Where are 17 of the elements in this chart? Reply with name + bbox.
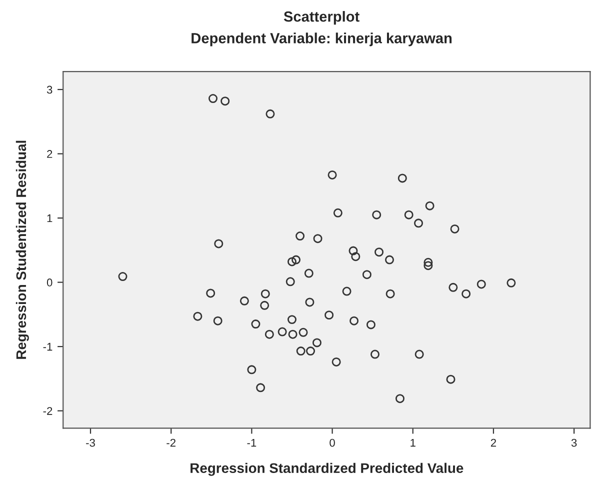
y-tick-label: -1 xyxy=(43,342,52,351)
chart-title: Scatterplot xyxy=(284,11,360,25)
chart-subtitle: Dependent Variable: kinerja karyawan xyxy=(192,32,452,46)
x-tick-label: -1 xyxy=(247,438,256,447)
y-tick-label: 1 xyxy=(47,214,52,222)
y-axis-title: Regression Studentized Residual xyxy=(16,140,29,359)
y-tick-label: 2 xyxy=(47,150,52,158)
y-tick-label: 0 xyxy=(46,278,52,286)
x-tick-label: 2 xyxy=(490,438,496,447)
x-tick-label: -2 xyxy=(166,438,176,447)
x-tick-label: 3 xyxy=(571,438,577,447)
x-axis-title: Regression Standardized Predicted Value xyxy=(190,462,464,476)
y-tick-label: -2 xyxy=(43,407,52,415)
x-tick-label: 1 xyxy=(410,438,416,447)
y-tick-label: 3 xyxy=(46,86,52,94)
x-tick-label: 0 xyxy=(330,438,335,447)
x-tick-label: -3 xyxy=(86,438,95,447)
